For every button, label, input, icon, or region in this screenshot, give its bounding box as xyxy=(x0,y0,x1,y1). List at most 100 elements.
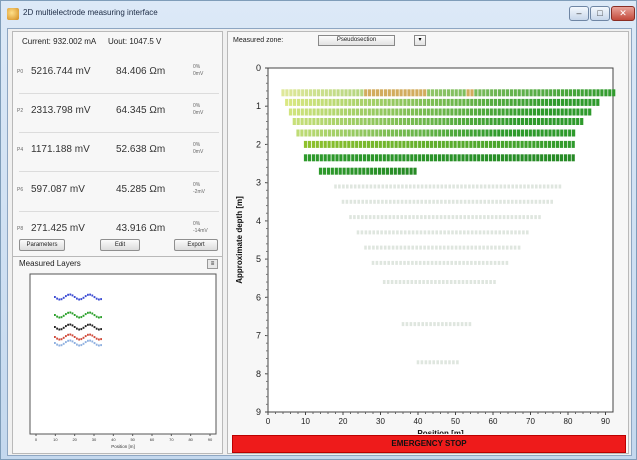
data-point xyxy=(324,129,328,137)
data-point xyxy=(316,118,320,125)
data-point xyxy=(489,140,493,148)
measured-zone-select[interactable]: Pseudosection xyxy=(318,35,395,46)
data-point xyxy=(471,199,475,204)
data-point xyxy=(584,98,588,106)
data-point xyxy=(372,215,376,220)
data-point xyxy=(328,118,332,125)
row-label: P4 xyxy=(17,147,24,153)
mini-data-point xyxy=(78,328,80,331)
data-point xyxy=(479,184,483,189)
data-point xyxy=(427,89,431,97)
zone-dropdown-button[interactable]: ▾ xyxy=(414,35,426,46)
data-point xyxy=(556,108,560,116)
mini-data-point xyxy=(98,316,100,319)
data-point xyxy=(428,360,432,365)
data-point xyxy=(320,98,324,106)
mini-data-point xyxy=(67,339,69,342)
data-point xyxy=(387,118,391,125)
data-point xyxy=(307,154,311,162)
mini-data-point xyxy=(80,316,83,319)
mini-data-point xyxy=(54,336,56,338)
data-point xyxy=(415,245,418,250)
data-point xyxy=(434,98,438,106)
title-bar[interactable]: 2D multielectrode measuring interface – … xyxy=(1,1,636,27)
data-point xyxy=(376,215,380,220)
data-point xyxy=(383,108,387,116)
current-readout: Current: 932.002 mA xyxy=(22,37,97,46)
data-point xyxy=(379,98,383,106)
x-tick-label: 80 xyxy=(564,417,573,426)
data-point xyxy=(450,260,453,265)
y-tick-label: 6 xyxy=(256,292,261,302)
data-point xyxy=(399,108,403,116)
mini-data-point xyxy=(69,333,72,336)
data-point xyxy=(538,215,541,220)
data-point xyxy=(502,245,505,250)
data-point xyxy=(501,89,506,97)
data-point xyxy=(436,360,439,365)
data-point xyxy=(374,140,378,148)
data-point xyxy=(503,199,506,204)
data-point xyxy=(332,98,336,106)
measured-zone-label: Measured zone: xyxy=(233,37,284,44)
data-point xyxy=(285,98,289,106)
data-point xyxy=(411,230,415,235)
data-point xyxy=(481,280,484,284)
data-point xyxy=(375,89,380,97)
data-point xyxy=(438,129,442,137)
data-point xyxy=(540,154,544,162)
data-point xyxy=(377,199,380,204)
parameters-button[interactable]: Parameters xyxy=(19,239,65,251)
data-point xyxy=(496,140,500,148)
data-point xyxy=(370,140,374,148)
data-point xyxy=(423,230,427,235)
data-point xyxy=(507,199,510,204)
close-button[interactable]: ✕ xyxy=(611,6,635,21)
data-point xyxy=(462,245,466,250)
mini-data-point xyxy=(89,311,91,314)
emergency-stop-button[interactable]: EMERGENCY STOP xyxy=(232,435,626,453)
data-point xyxy=(289,98,293,106)
data-point xyxy=(409,322,413,327)
data-point xyxy=(548,108,552,116)
mini-x-tick-label: 0 xyxy=(35,437,38,442)
data-point xyxy=(505,118,509,125)
data-point xyxy=(369,199,372,204)
data-point xyxy=(433,322,436,327)
data-point xyxy=(403,260,406,265)
data-point xyxy=(540,108,545,116)
data-point xyxy=(548,129,552,137)
data-point xyxy=(300,129,304,137)
data-point xyxy=(409,184,412,189)
data-point xyxy=(498,245,501,250)
export-button[interactable]: Export xyxy=(174,239,218,251)
data-point xyxy=(429,140,434,148)
data-point xyxy=(371,108,375,116)
layers-options-button[interactable]: ≡ xyxy=(207,259,218,269)
data-point xyxy=(452,360,455,365)
data-point xyxy=(455,199,459,204)
data-point xyxy=(548,118,552,125)
data-point xyxy=(469,129,473,137)
data-point xyxy=(386,140,390,148)
data-point xyxy=(431,245,434,250)
mini-data-point xyxy=(100,298,102,301)
data-point xyxy=(592,98,596,106)
data-point xyxy=(328,108,332,116)
data-point xyxy=(396,230,399,235)
data-point xyxy=(386,154,390,162)
edit-button[interactable]: Edit xyxy=(100,239,140,251)
data-point xyxy=(426,98,431,106)
mini-data-point xyxy=(95,297,98,300)
maximize-button[interactable]: □ xyxy=(590,6,610,21)
data-point xyxy=(485,129,489,137)
data-point xyxy=(513,108,517,116)
data-point xyxy=(453,280,457,284)
data-point xyxy=(432,184,436,189)
minimize-button[interactable]: – xyxy=(569,6,589,21)
data-point xyxy=(513,118,517,125)
data-point xyxy=(485,280,488,284)
data-point xyxy=(364,89,368,97)
data-point xyxy=(507,184,510,189)
data-point xyxy=(511,199,514,204)
